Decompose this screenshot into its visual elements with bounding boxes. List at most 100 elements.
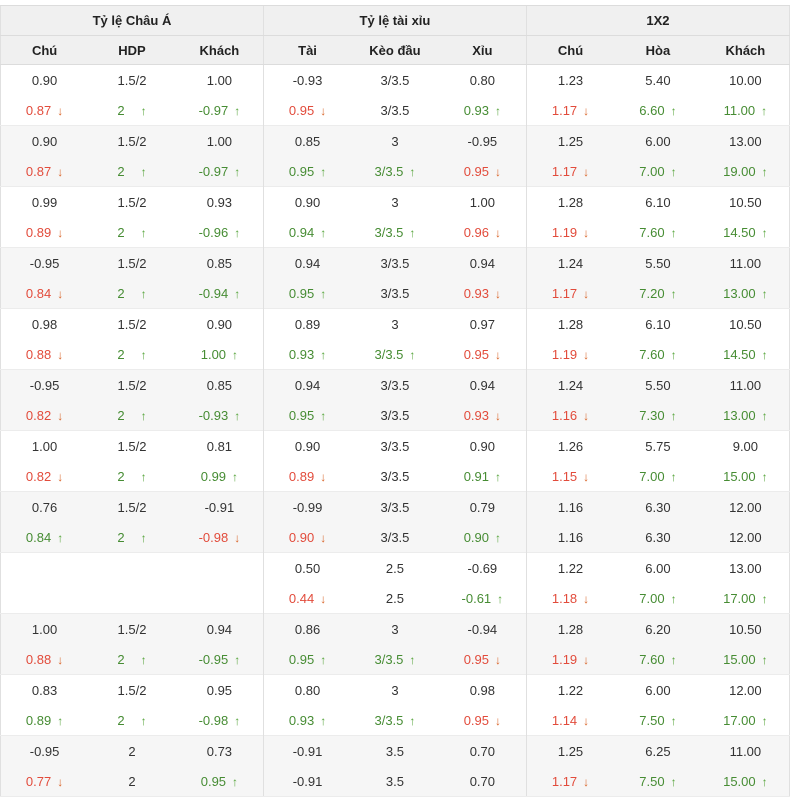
- odds-value: 0.95: [288, 163, 315, 179]
- odds-cell: 0.73: [175, 735, 264, 766]
- odds-value: 6.30: [645, 499, 671, 515]
- up-arrow-icon: ↑: [761, 347, 768, 362]
- column-header-away: Khách: [175, 35, 264, 65]
- odds-value: 0.94: [469, 255, 496, 271]
- odds-cell: 0.95 ↓: [438, 339, 527, 370]
- odds-value: 3: [391, 194, 399, 210]
- odds-cell: 0.96 ↓: [438, 217, 527, 248]
- up-arrow-icon: ↑: [495, 469, 502, 484]
- odds-cell: 7.60 ↑: [614, 217, 702, 248]
- odds-cell: 0.70: [438, 735, 527, 766]
- odds-cell: 1.28: [525, 186, 615, 217]
- odds-value: 0.76: [31, 499, 58, 515]
- table-row: 0.89 ↓ 2 ↑ -0.96 ↑ 0.94 ↑ 3/3.5 ↑ 0.96 ↓ 1.19 ↓ 7.60 ↑ 1…: [0, 217, 790, 248]
- down-arrow-icon: ↓: [57, 225, 64, 240]
- odds-cell: 0.89 ↓: [262, 461, 352, 492]
- odds-value: 2: [117, 712, 125, 728]
- odds-value: 0.94: [288, 224, 315, 240]
- odds-cell: -0.94: [438, 613, 527, 644]
- odds-value: 1.17: [551, 285, 578, 301]
- odds-value: 0.79: [469, 499, 496, 515]
- odds-cell: 2 ↑: [88, 705, 176, 736]
- table-row: 0.90 1.5/2 1.00 0.85 3 -0.95 1.25 6.00 13.00: [0, 125, 790, 156]
- odds-value: 0.90: [469, 438, 496, 454]
- odds-cell: 1.17 ↓: [525, 95, 615, 126]
- odds-value: 0.93: [463, 102, 490, 118]
- up-arrow-icon: ↑: [409, 652, 416, 667]
- odds-cell: -0.98 ↓: [175, 522, 264, 553]
- odds-cell: 0.93: [175, 186, 264, 217]
- odds-value: 7.50: [639, 712, 665, 728]
- odds-value: 0.95: [288, 285, 315, 301]
- odds-cell: 0.95 ↑: [262, 400, 352, 431]
- odds-cell: 0.93 ↑: [262, 339, 352, 370]
- odds-value: 6.10: [645, 316, 671, 332]
- odds-value: 6.60: [639, 102, 665, 118]
- table-row: 0.84 ↓ 2 ↑ -0.94 ↑ 0.95 ↑ 3/3.5 0.93 ↓ 1.17 ↓ 7.20 ↑ 13…: [0, 278, 790, 309]
- odds-cell: 0.90: [0, 125, 89, 156]
- down-arrow-icon: ↓: [495, 408, 502, 423]
- odds-value: 0.95: [463, 346, 490, 362]
- odds-cell: 3/3.5: [351, 369, 439, 400]
- odds-cell: 3/3.5: [351, 247, 439, 278]
- odds-cell: 3/3.5: [351, 491, 439, 522]
- odds-cell: 7.50 ↑: [614, 705, 702, 736]
- odds-value: 1.19: [551, 346, 578, 362]
- odds-cell: 2.5: [351, 583, 439, 614]
- odds-cell: -0.91: [262, 766, 352, 797]
- odds-value: 0.93: [463, 407, 490, 423]
- odds-value: 0.90: [463, 529, 490, 545]
- odds-cell: 0.90: [175, 308, 264, 339]
- odds-value: -0.98: [198, 712, 229, 728]
- down-arrow-icon: ↓: [495, 164, 502, 179]
- odds-cell: 6.00: [614, 674, 702, 705]
- up-arrow-icon: ↑: [140, 530, 147, 545]
- odds-value: 0.94: [469, 377, 496, 393]
- odds-value: 3/3.5: [380, 407, 410, 423]
- odds-cell: [88, 583, 176, 614]
- odds-cell: 13.00: [701, 552, 790, 583]
- odds-value: 0.89: [288, 468, 315, 484]
- odds-cell: 1.5/2: [88, 186, 176, 217]
- odds-cell: 7.20 ↑: [614, 278, 702, 309]
- odds-cell: 0.89 ↑: [0, 705, 89, 736]
- odds-cell: 0.95 ↑: [262, 278, 352, 309]
- odds-value: 3/3.5: [374, 163, 404, 179]
- odds-cell: [175, 552, 264, 583]
- odds-value: 1.00: [206, 72, 233, 88]
- odds-value: 0.90: [294, 438, 321, 454]
- odds-value: 6.00: [645, 560, 671, 576]
- odds-value: 1.16: [551, 407, 578, 423]
- odds-cell: 1.17 ↓: [525, 278, 615, 309]
- column-header-over: Tài: [262, 35, 352, 65]
- odds-cell: 0.90: [262, 430, 352, 461]
- down-arrow-icon: ↓: [583, 591, 590, 606]
- odds-cell: 6.20: [614, 613, 702, 644]
- column-header-1x2-home: Chú: [525, 35, 615, 65]
- odds-cell: 0.98: [438, 674, 527, 705]
- odds-cell: 0.89: [262, 308, 352, 339]
- odds-cell: 1.17 ↓: [525, 766, 615, 797]
- table-row: 0.44 ↓ 2.5 -0.61 ↑ 1.18 ↓ 7.00 ↑ 17.00 ↑: [0, 583, 790, 614]
- table-row: 0.88 ↓ 2 ↑ -0.95 ↑ 0.95 ↑ 3/3.5 ↑ 0.95 ↓ 1.19 ↓ 7.60 ↑ 1…: [0, 644, 790, 675]
- odds-cell: 2 ↑: [88, 156, 176, 187]
- odds-value: 1.26: [557, 438, 584, 454]
- odds-value: 7.00: [639, 590, 665, 606]
- odds-cell: 0.95 ↓: [262, 95, 352, 126]
- odds-value: 1.28: [557, 621, 584, 637]
- up-arrow-icon: ↑: [57, 713, 64, 728]
- odds-value: 0.83: [31, 682, 58, 698]
- odds-value: 1.5/2: [117, 438, 147, 454]
- odds-cell: 6.00: [614, 125, 702, 156]
- odds-cell: -0.95 ↑: [175, 644, 264, 675]
- odds-cell: 3/3.5: [351, 400, 439, 431]
- odds-value: 3/3.5: [374, 346, 404, 362]
- odds-cell: 2 ↑: [88, 217, 176, 248]
- table-row: 0.87 ↓ 2 ↑ -0.97 ↑ 0.95 ↑ 3/3.5 ↑ 0.95 ↓ 1.17 ↓ 7.00 ↑ 1…: [0, 156, 790, 187]
- odds-value: 2: [117, 102, 125, 118]
- odds-value: 3/3.5: [380, 255, 410, 271]
- odds-cell: -0.91: [175, 491, 264, 522]
- odds-cell: 1.5/2: [88, 64, 176, 95]
- odds-cell: 0.93 ↓: [438, 278, 527, 309]
- odds-value: 1.00: [200, 346, 227, 362]
